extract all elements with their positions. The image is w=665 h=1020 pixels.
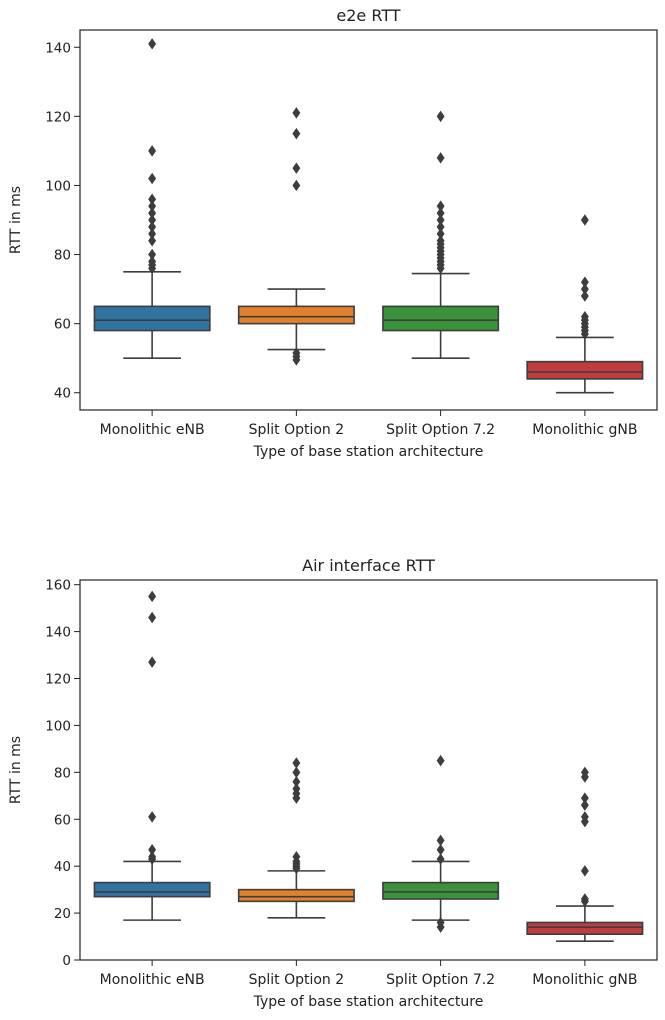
outlier-point [436, 110, 445, 123]
y-tick-label: 160 [45, 578, 71, 594]
box-monolithic-enb [93, 38, 211, 359]
outlier-point [580, 328, 589, 340]
outlier-point [148, 811, 157, 823]
outlier-point [292, 179, 301, 192]
y-axis-label: RTT in ms [8, 736, 24, 804]
outlier-point [292, 107, 301, 119]
y-tick-label: 60 [54, 812, 71, 828]
y-tick-label: 120 [45, 109, 71, 125]
y-tick-label: 140 [45, 625, 71, 641]
outlier-point [292, 354, 301, 366]
outlier-point [148, 590, 157, 603]
y-tick-label: 40 [54, 386, 71, 402]
iqr-box [526, 360, 644, 380]
y-axis-label: RTT in ms [8, 186, 24, 254]
iqr-box [93, 881, 211, 898]
x-tick-label: Split Option 2 [249, 972, 345, 988]
y-tick-label: 120 [45, 672, 71, 688]
x-tick-label: Split Option 2 [249, 422, 345, 438]
y-tick-label: 0 [62, 953, 71, 969]
outlier-point [148, 38, 157, 50]
outlier-point [148, 262, 157, 275]
plot-frame [79, 579, 658, 961]
x-tick-label: Monolithic eNB [100, 972, 205, 988]
x-tick-label: Monolithic gNB [532, 422, 637, 438]
y-tick-label: 60 [54, 317, 71, 333]
outlier-point [580, 895, 589, 908]
outlier-point [148, 853, 157, 865]
outlier-point [148, 611, 157, 624]
y-tick-label: 140 [45, 40, 71, 56]
box-split-option-2 [237, 107, 355, 366]
outlier-point [436, 152, 445, 164]
outlier-point [292, 792, 301, 804]
outlier-point [436, 921, 445, 933]
x-tick-label: Monolithic eNB [100, 422, 205, 438]
iqr-box [237, 305, 355, 325]
x-axis-label: Type of base station architecture [253, 444, 484, 460]
x-tick-label: Split Option 7.2 [386, 972, 495, 988]
outlier-point [580, 290, 589, 302]
iqr-box [93, 305, 211, 332]
y-tick-label: 40 [54, 859, 71, 875]
plot-frame [79, 29, 658, 411]
x-axis-label: Type of base station architecture [253, 994, 484, 1010]
outlier-point [580, 799, 589, 811]
outlier-point [436, 754, 445, 767]
y-tick-label: 20 [54, 906, 71, 922]
outlier-point [148, 235, 157, 247]
y-tick-label: 80 [54, 248, 71, 264]
box-monolithic-gnb [526, 214, 644, 394]
outlier-point [292, 766, 301, 779]
iqr-box [526, 921, 644, 935]
y-tick-label: 80 [54, 765, 71, 781]
outlier-point [580, 815, 589, 828]
y-tick-label: 100 [45, 178, 71, 194]
iqr-box [382, 881, 500, 900]
x-tick-label: Split Option 7.2 [386, 422, 495, 438]
outlier-point [580, 214, 589, 226]
iqr-box [237, 888, 355, 903]
box-split-option-2 [237, 757, 355, 919]
chart-e2e-rtt: e2e RTT 40 60 80 100 120 140 Monolithic eNB Spli… [8, 6, 658, 460]
outlier-point [436, 262, 445, 275]
outlier-point [292, 757, 301, 769]
chart-title: e2e RTT [336, 6, 400, 25]
box-monolithic-enb [93, 590, 211, 921]
outlier-point [436, 834, 445, 847]
box-monolithic-gnb [526, 766, 644, 943]
outlier-point [148, 172, 157, 185]
x-tick-label: Monolithic gNB [532, 972, 637, 988]
chart-title: Air interface RTT [302, 556, 435, 575]
outlier-point [436, 853, 445, 865]
outlier-point [580, 865, 589, 877]
outlier-point [148, 145, 157, 157]
chart-air-interface-rtt: Air interface RTT 0 20 40 60 80 100 120 140 160 Mo… [8, 556, 658, 1010]
outlier-point [436, 844, 445, 856]
outlier-point [292, 162, 301, 174]
outlier-point [292, 127, 301, 140]
box-split-option-7-2 [382, 110, 500, 359]
y-tick-label: 100 [45, 718, 71, 734]
box-split-option-7-2 [382, 754, 500, 933]
outlier-point [292, 862, 301, 875]
outlier-point [580, 771, 589, 783]
outlier-point [148, 656, 157, 668]
iqr-box [382, 305, 500, 332]
